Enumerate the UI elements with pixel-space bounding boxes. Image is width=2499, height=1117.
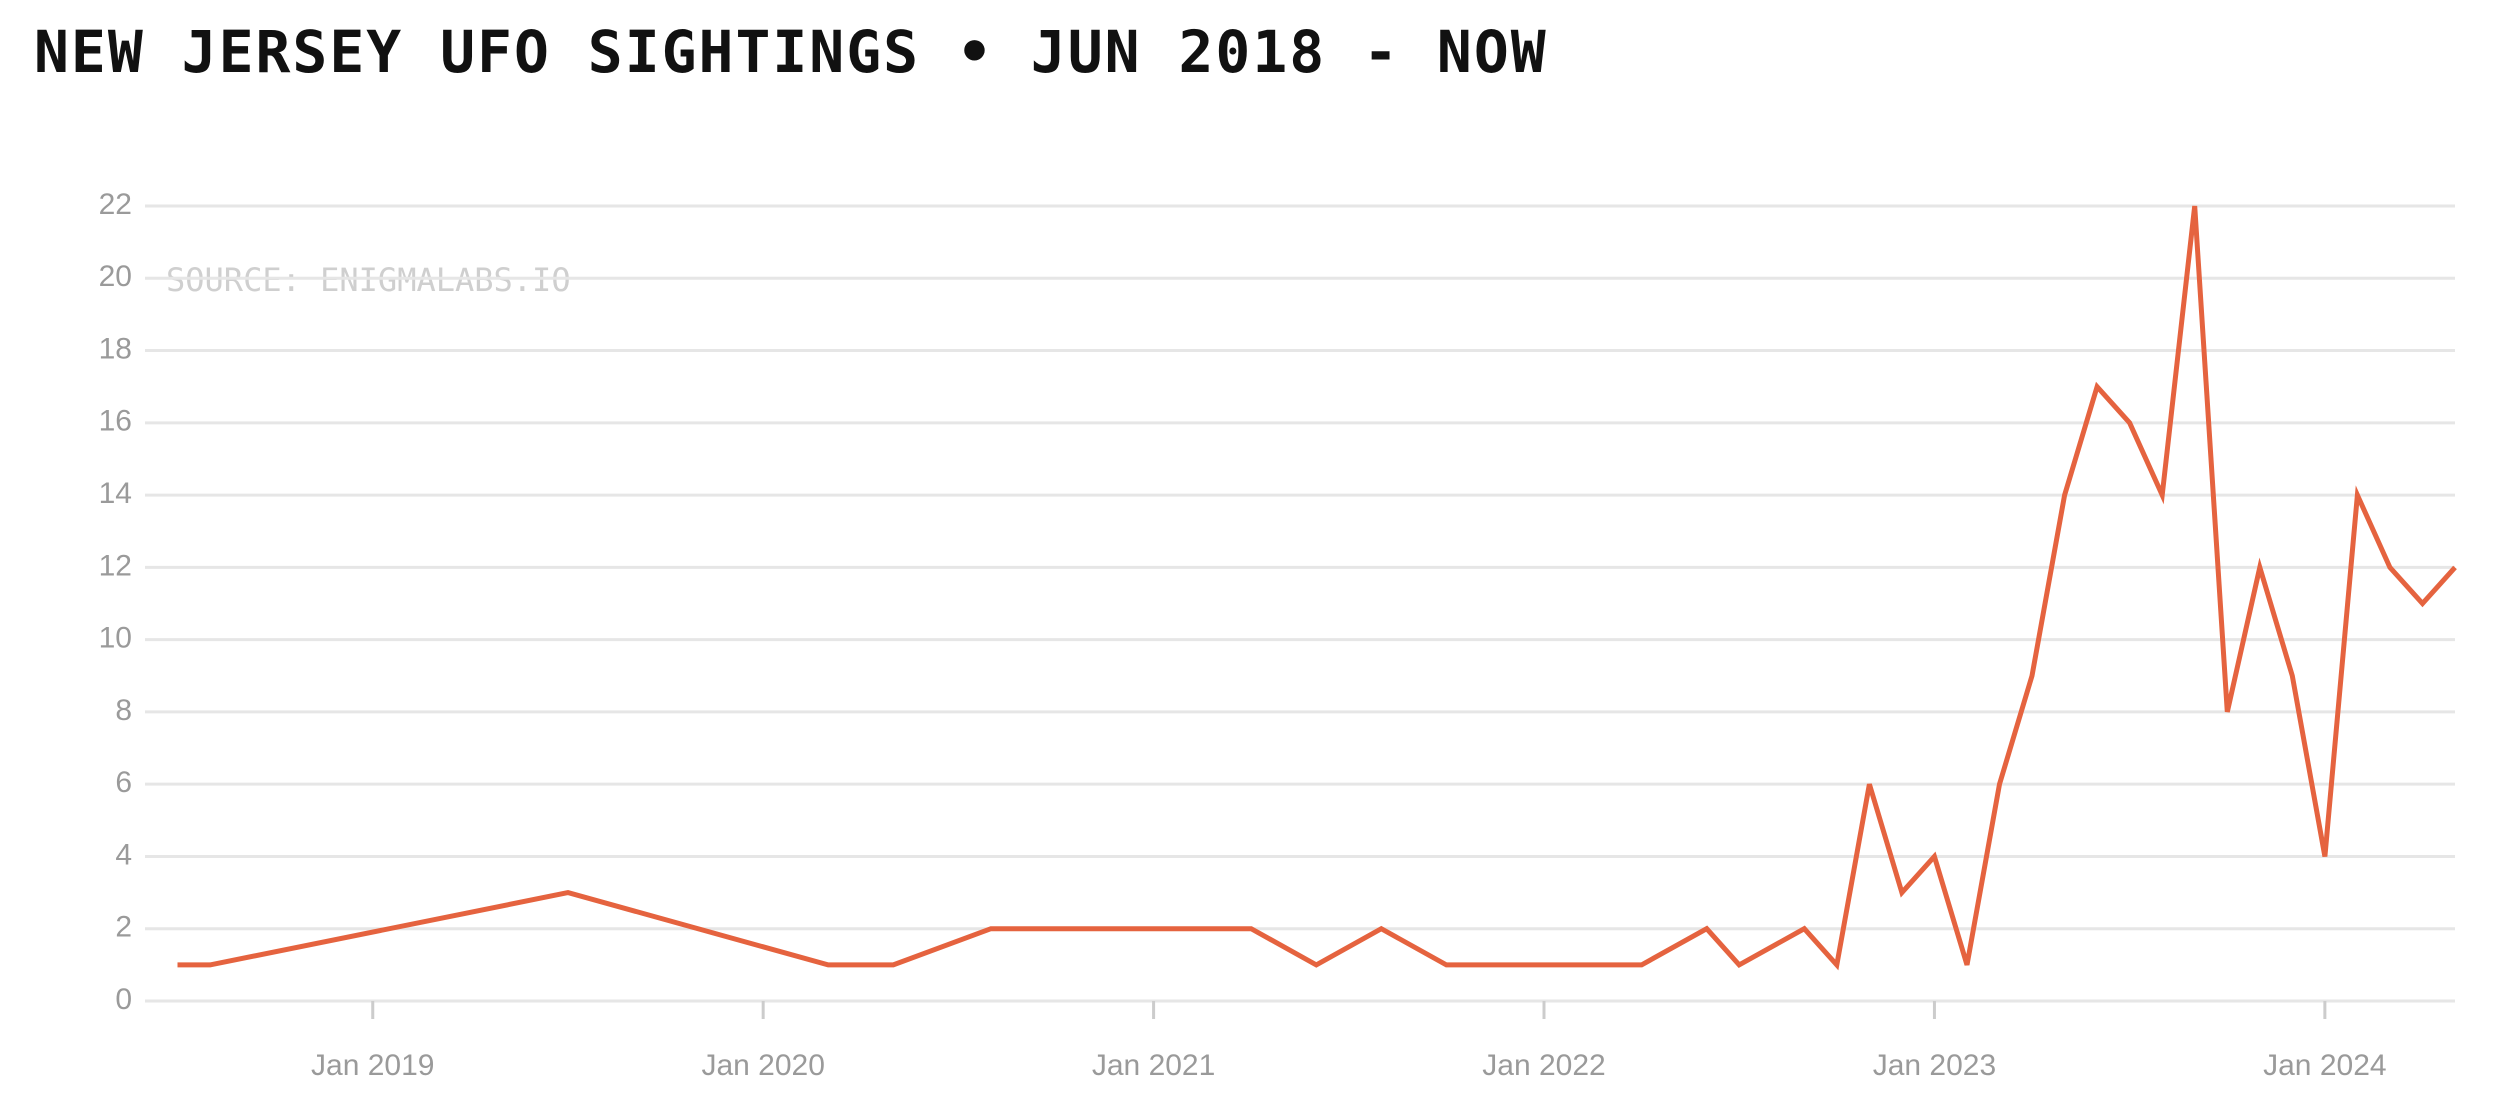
source-note: SOURCE: ENIGMALABS.IO (166, 261, 571, 299)
x-tick-label: Jan 2024 (2263, 1049, 2386, 1082)
y-tick-label: 2 (115, 911, 132, 944)
y-tick-label: 14 (99, 477, 132, 510)
x-tick-label: Jan 2020 (701, 1049, 824, 1082)
y-tick-label: 10 (99, 622, 132, 655)
y-tick-label: 22 (99, 188, 132, 221)
y-tick-label: 12 (99, 549, 132, 582)
y-tick-label: 16 (99, 405, 132, 438)
y-tick-label: 20 (99, 260, 132, 293)
y-tick-label: 18 (99, 332, 132, 365)
y-tick-label: 8 (115, 694, 132, 727)
y-tick-label: 4 (115, 838, 132, 871)
x-tick-label: Jan 2023 (1873, 1049, 1996, 1082)
x-tick-label: Jan 2019 (311, 1049, 434, 1082)
data-line (177, 205, 2457, 971)
y-tick-label: 0 (115, 983, 132, 1016)
x-tick-label: Jan 2022 (1482, 1049, 1605, 1082)
x-tick-label: Jan 2021 (1092, 1049, 1215, 1082)
chart-title: NEW JERSEY UFO SIGHTINGS • JUN 2018 - NO… (34, 18, 1548, 86)
y-tick-label: 6 (115, 766, 132, 799)
